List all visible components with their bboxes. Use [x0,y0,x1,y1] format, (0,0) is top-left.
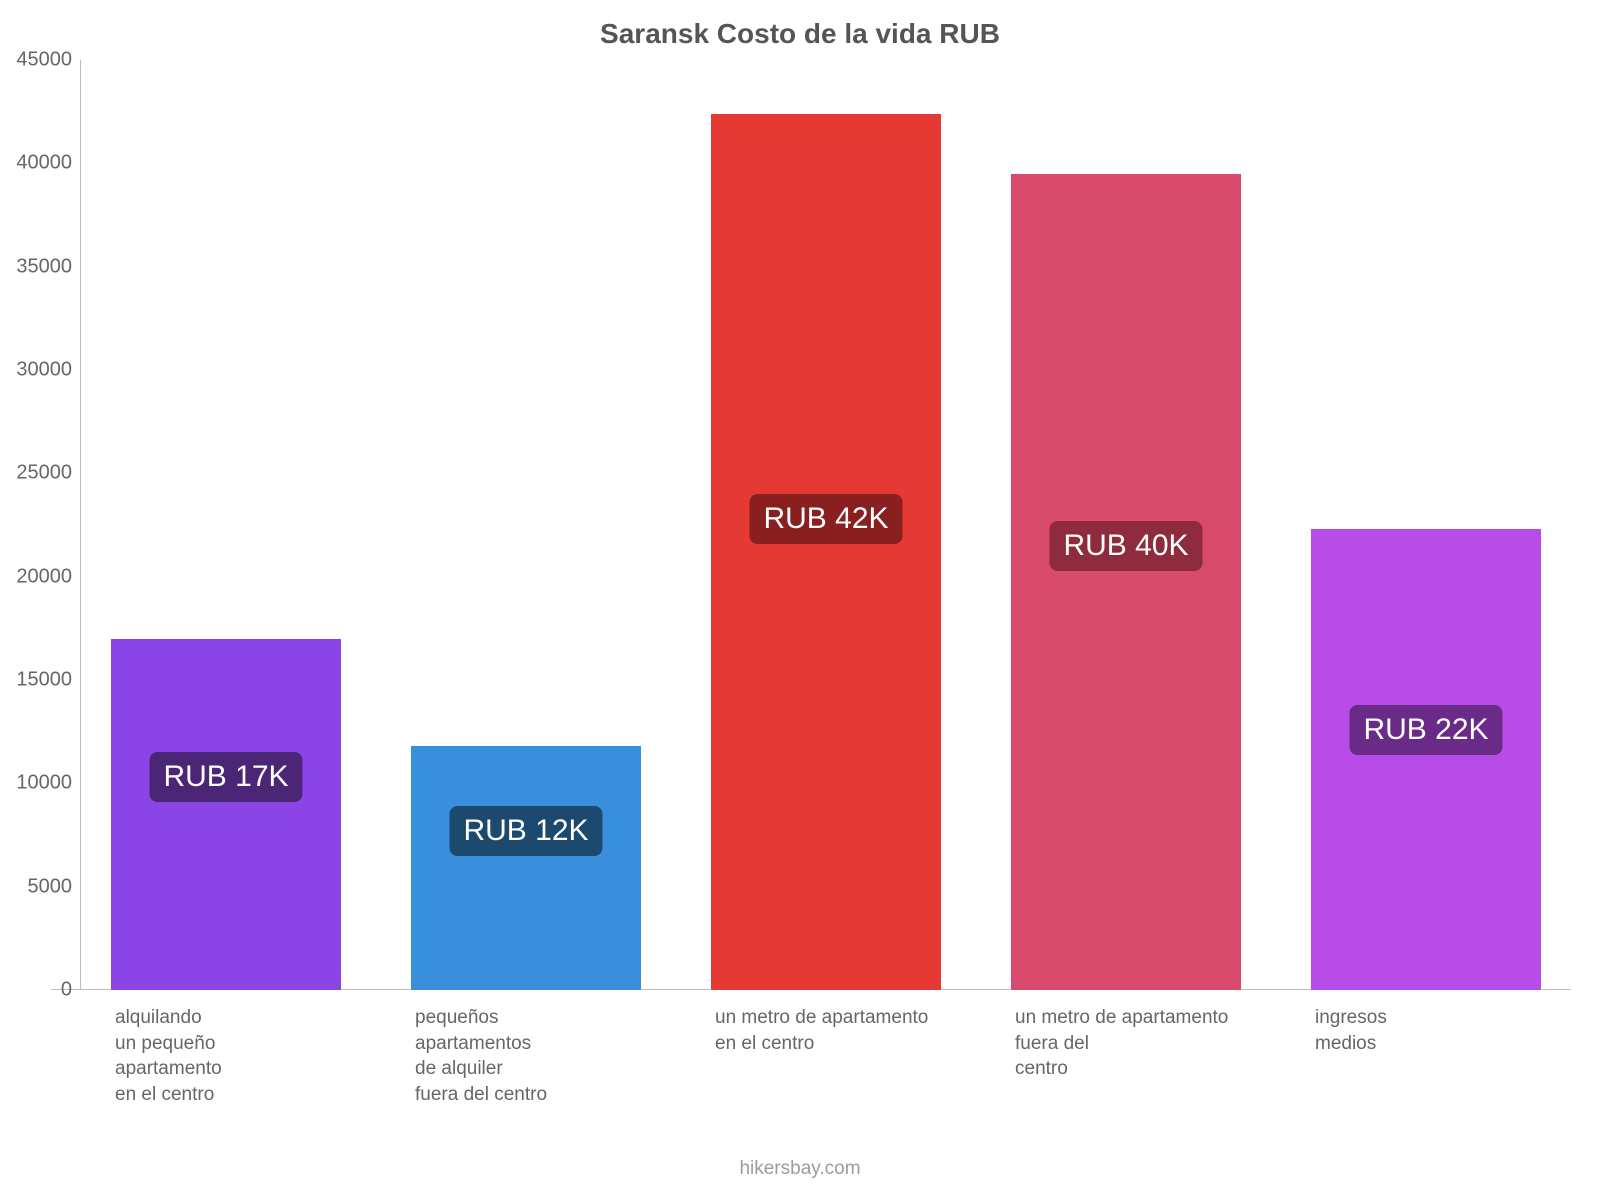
y-tick-label: 35000 [2,255,72,278]
x-category-label: alquilando un pequeño apartamento en el … [115,1005,222,1108]
chart-title: Saransk Costo de la vida RUB [0,18,1600,50]
footer-attribution: hikersbay.com [0,1158,1600,1180]
bar-value-label: RUB 42K [749,494,902,544]
y-tick-label: 15000 [2,669,72,692]
y-tick-label: 10000 [2,772,72,795]
bar [1011,174,1241,990]
x-category-label: pequeños apartamentos de alquiler fuera … [415,1005,547,1108]
y-tick-label: 0 [2,979,72,1002]
x-category-label: un metro de apartamento fuera del centro [1015,1005,1228,1082]
bar [411,746,641,990]
bar-value-label: RUB 40K [1049,521,1202,571]
y-tick-label: 25000 [2,462,72,485]
bar-value-label: RUB 12K [449,806,602,856]
x-category-label: ingresos medios [1315,1005,1387,1056]
y-tick-label: 5000 [2,875,72,898]
bar [711,114,941,990]
bar-value-label: RUB 22K [1349,705,1502,755]
bar [1311,529,1541,990]
x-category-label: un metro de apartamento en el centro [715,1005,928,1056]
y-tick-label: 30000 [2,359,72,382]
chart-container: Saransk Costo de la vida RUB RUB 17KRUB … [0,0,1600,1200]
bar-value-label: RUB 17K [149,752,302,802]
y-tick-label: 40000 [2,152,72,175]
y-tick-label: 45000 [2,49,72,72]
bars-group: RUB 17K RUB 12K RUB 42K RUB 40K RUB 22K [81,60,1570,990]
plot-area: RUB 17K RUB 12K RUB 42K RUB 40K RUB 22K [80,60,1570,990]
y-tick-label: 20000 [2,565,72,588]
bar [111,639,341,990]
